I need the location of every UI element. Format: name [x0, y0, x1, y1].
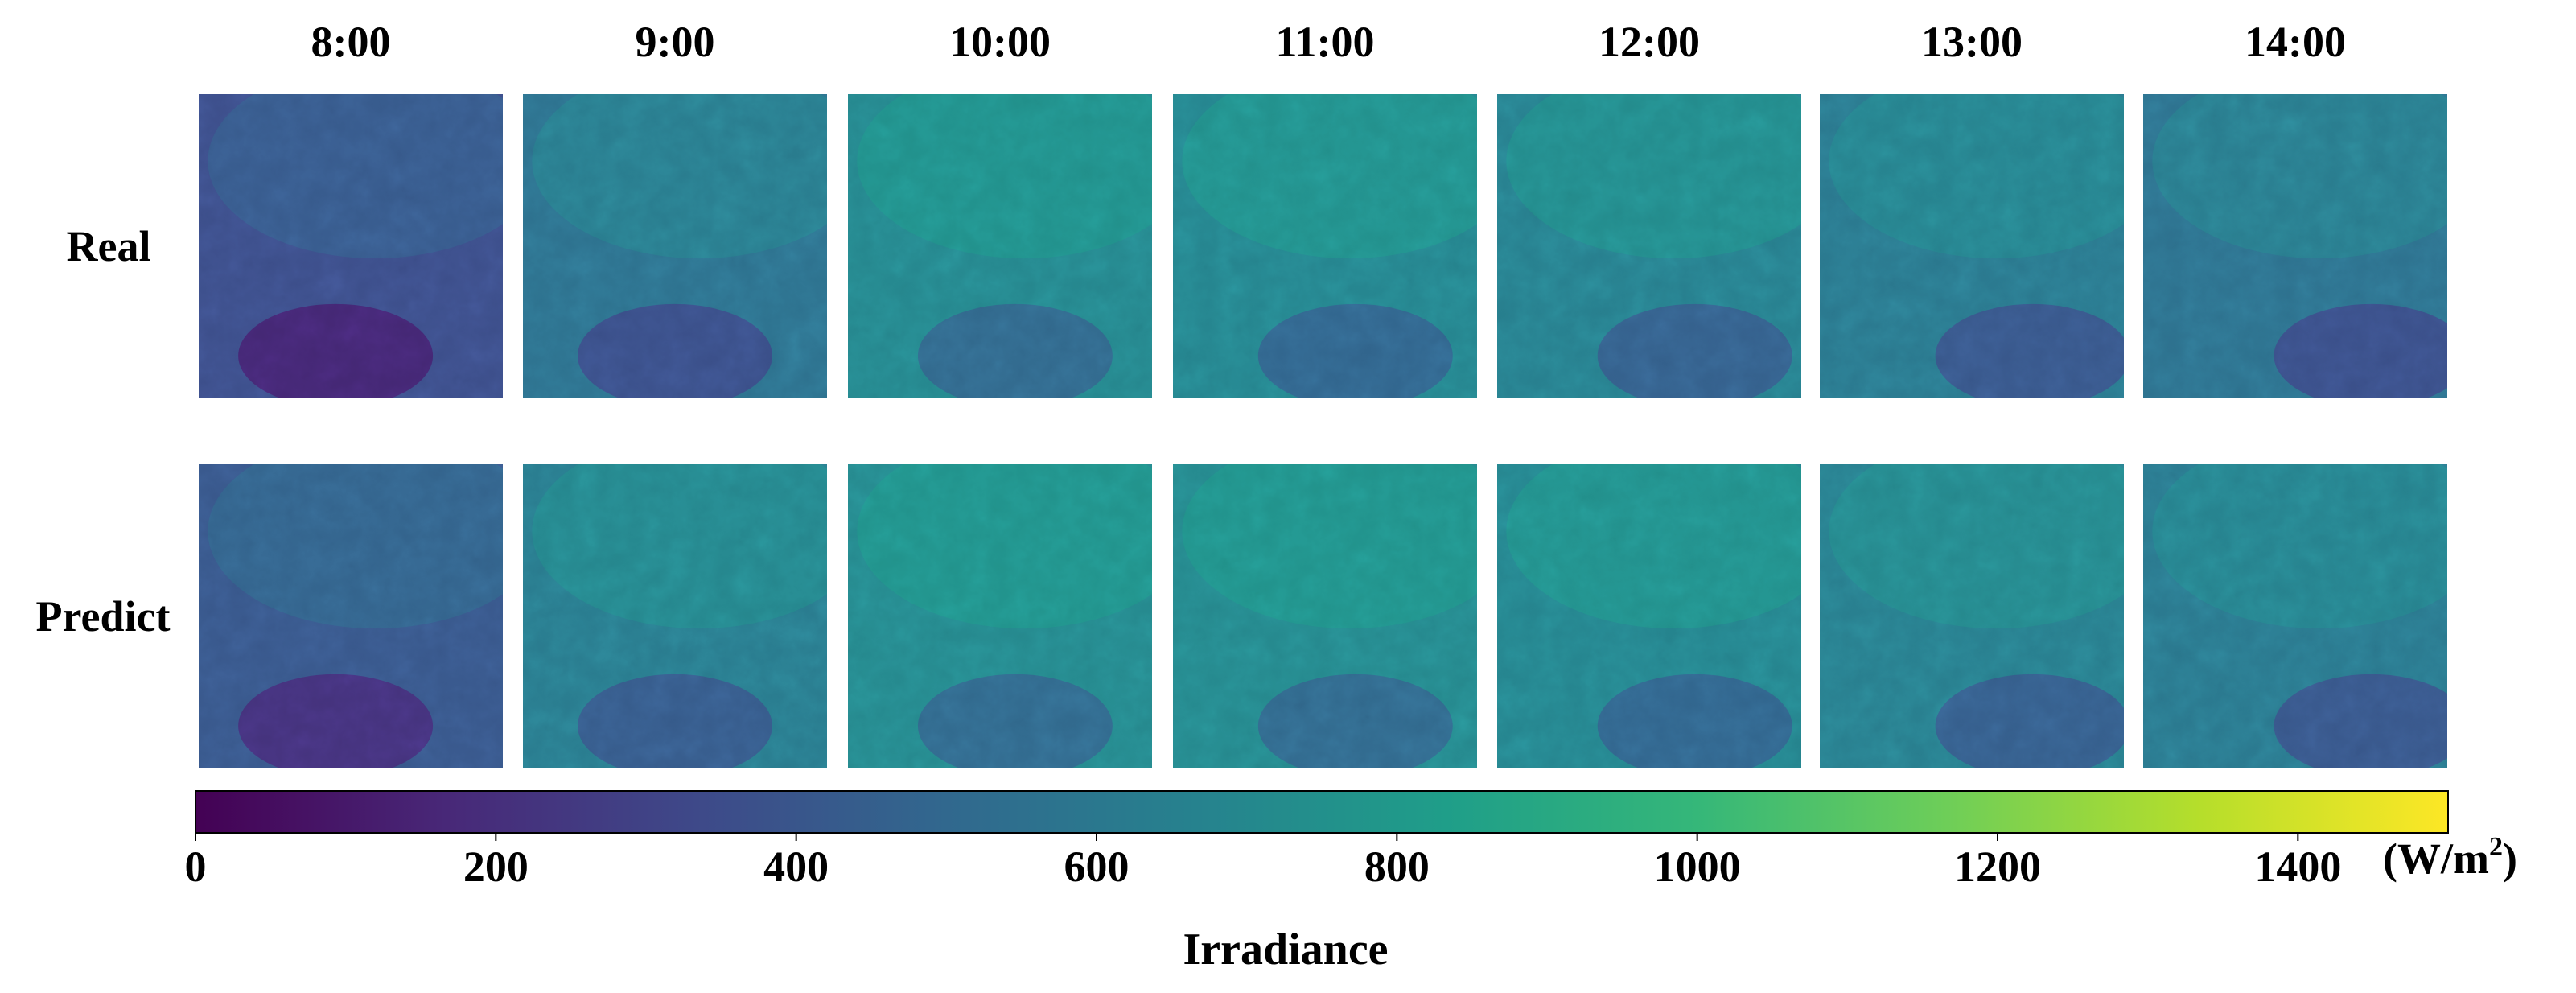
- colorbar-label: Irradiance: [1183, 925, 1388, 974]
- row-label-real: Real: [67, 222, 151, 270]
- heatmap-panel: [1173, 464, 1477, 768]
- colorbar-tick-label: 0: [185, 843, 207, 891]
- heatmap-panel: [523, 94, 827, 398]
- heatmap-panel: [1173, 94, 1477, 398]
- heatmap-panel: [1497, 464, 1801, 768]
- heatmap-panel: [1497, 94, 1801, 398]
- colorbar-tick-label: 600: [1064, 843, 1130, 891]
- colorbar-tick-label: 1000: [1654, 843, 1741, 891]
- heatmap-panel: [2143, 94, 2447, 398]
- heatmap-panel: [848, 464, 1152, 768]
- heatmap-panel: [848, 94, 1152, 398]
- time-label: 13:00: [1921, 18, 2023, 66]
- time-label: 8:00: [311, 18, 391, 66]
- heatmap-panel: [2143, 464, 2447, 768]
- heatmap-panel: [523, 464, 827, 768]
- heatmap-panel: [199, 94, 503, 398]
- colorbar-tick-label: 1200: [1954, 843, 2041, 891]
- heatmap-panel: [1820, 94, 2124, 398]
- time-label: 9:00: [636, 18, 715, 66]
- colorbar-unit: (W/m2): [2383, 832, 2517, 883]
- heatmap-panel: [199, 464, 503, 768]
- time-label: 10:00: [949, 18, 1051, 66]
- colorbar-tick-label: 1400: [2254, 843, 2341, 891]
- colorbar-tick-label: 800: [1364, 843, 1430, 891]
- time-label: 14:00: [2245, 18, 2346, 66]
- colorbar: 0 200 400 600 800 1000 1200 1400 (W/m2) Irradianc…: [185, 790, 2517, 974]
- heatmap-panel: [1820, 464, 2124, 768]
- colorbar-tick-label: 400: [763, 843, 829, 891]
- colorbar-tick-label: 200: [463, 843, 529, 891]
- time-label: 12:00: [1599, 18, 1700, 66]
- colorbar-gradient: [195, 790, 2449, 834]
- time-label: 11:00: [1275, 18, 1374, 66]
- row-label-predict: Predict: [36, 592, 171, 641]
